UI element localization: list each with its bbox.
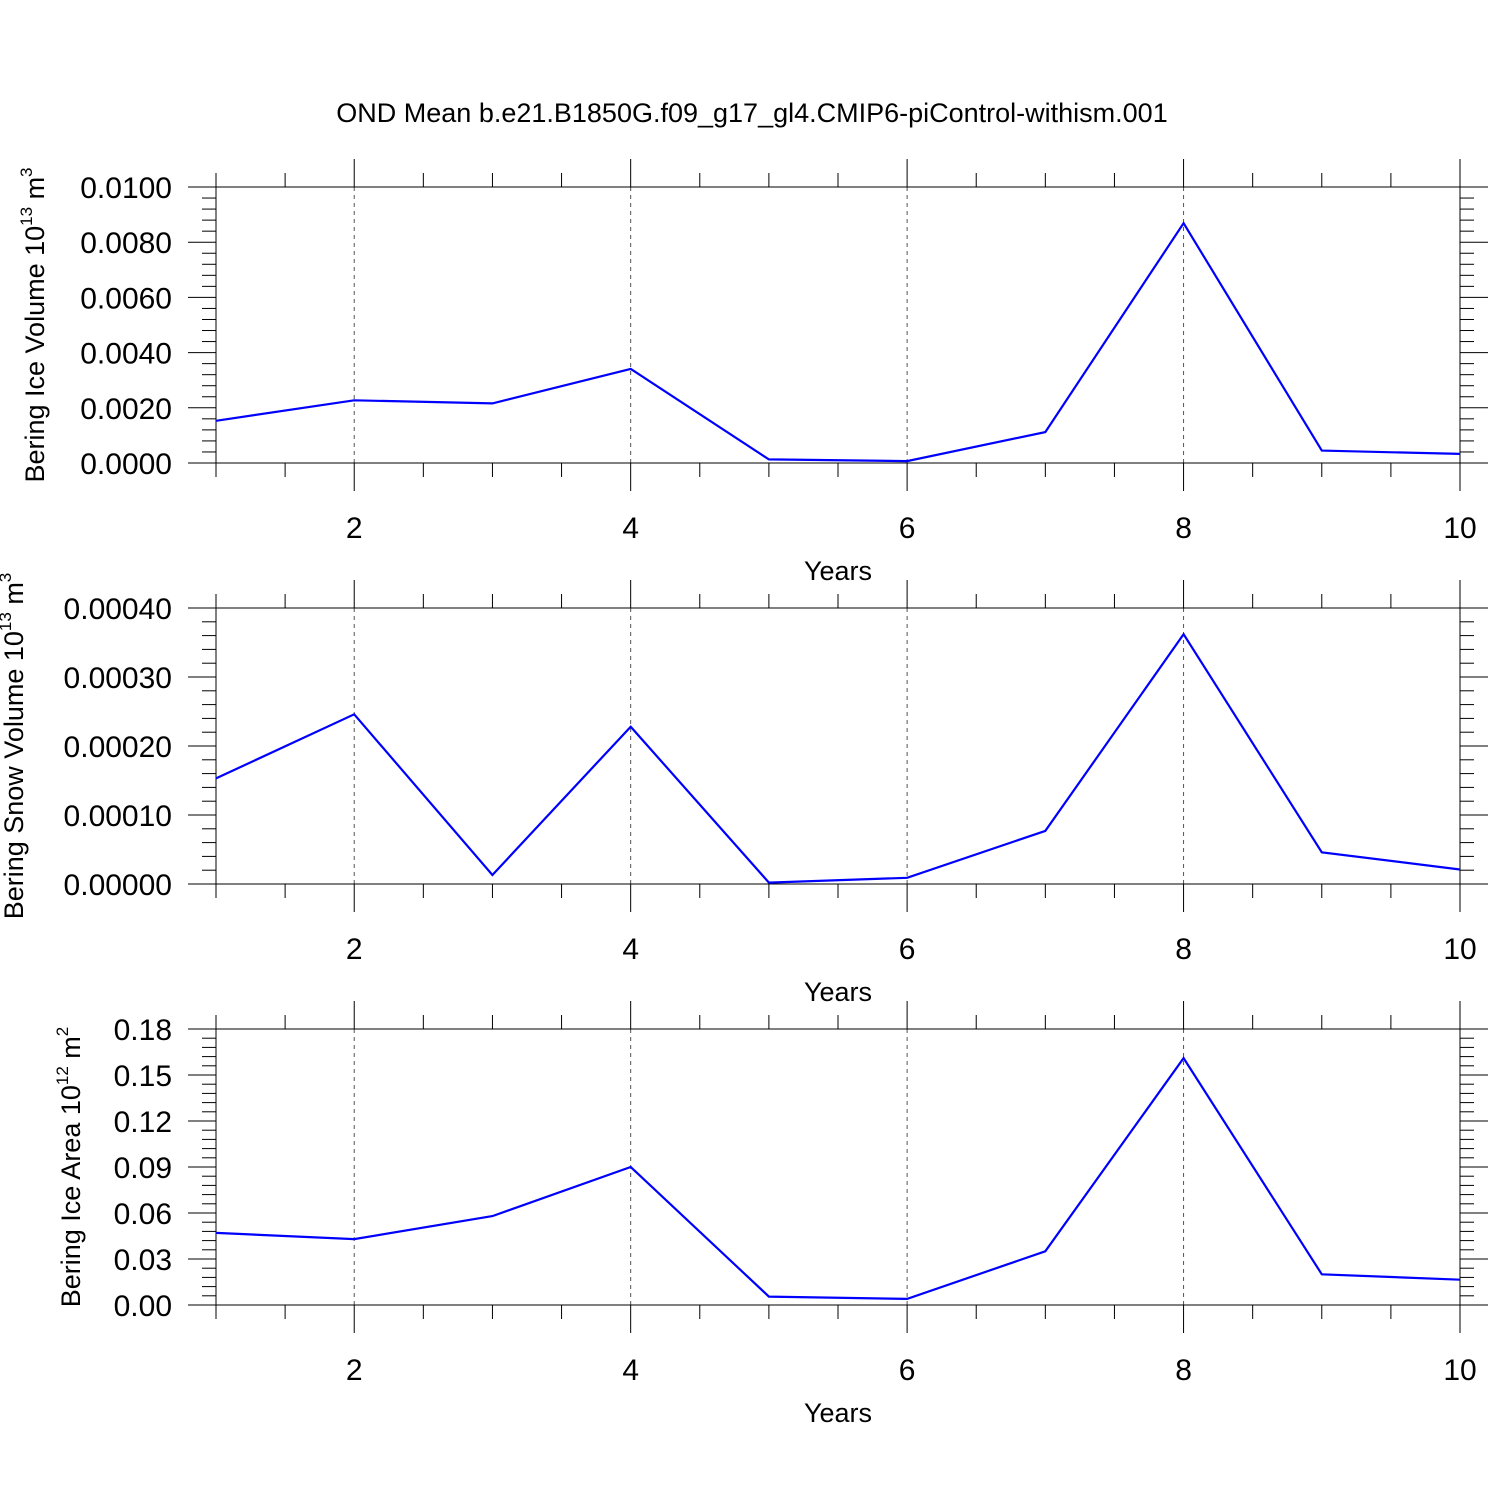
y-axis-label: Bering Ice Volume 1013 m3 xyxy=(17,167,50,482)
x-tick-label: 8 xyxy=(1175,933,1192,966)
y-axis-label-part: m xyxy=(0,582,29,612)
y-axis-label-superscript: 13 xyxy=(17,207,36,226)
y-tick-label: 0.18 xyxy=(114,1014,172,1047)
series-line xyxy=(215,1056,1461,1301)
y-axis-label-superscript: 2 xyxy=(53,1027,72,1036)
x-tick-label: 6 xyxy=(899,933,916,966)
y-tick-label: 0.15 xyxy=(114,1060,172,1093)
y-tick-label: 0.0020 xyxy=(80,393,172,426)
y-tick-label: 0.00000 xyxy=(64,869,172,902)
y-axis-label-part: m xyxy=(56,1036,86,1066)
series-line xyxy=(215,221,1461,463)
y-tick-label: 0.00030 xyxy=(64,662,172,695)
plot-frame xyxy=(215,1028,1461,1306)
y-axis-label-superscript: 3 xyxy=(0,573,15,582)
y-tick-label: 0.0080 xyxy=(80,227,172,260)
y-tick-label: 0.00020 xyxy=(64,731,172,764)
plot-frame xyxy=(215,607,1461,885)
series-line xyxy=(215,632,1461,884)
plot-frame xyxy=(215,186,1461,464)
y-tick-label: 0.0100 xyxy=(80,172,172,205)
y-tick-label: 0.0000 xyxy=(80,448,172,481)
y-tick-label: 0.03 xyxy=(114,1244,172,1277)
chart-panel-3: 0.00 0.03 0.06 0.09 0.12 0.15 0.18 2 4 6 8 10 Years B… xyxy=(53,1001,1488,1428)
y-axis-label-part: Bering Ice Area 10 xyxy=(56,1085,86,1307)
y-tick-label: 0.00040 xyxy=(64,593,172,626)
x-tick-label: 6 xyxy=(899,512,916,545)
y-axis-label-superscript: 3 xyxy=(17,167,36,176)
chart-title: OND Mean b.e21.B1850G.f09_g17_gl4.CMIP6-… xyxy=(336,98,1167,128)
y-axis-label: Bering Snow Volume 1013 m3 xyxy=(0,573,29,920)
y-tick-label: 0.12 xyxy=(114,1106,172,1139)
y-tick-label: 0.06 xyxy=(114,1198,172,1231)
x-axis-label: Years xyxy=(804,556,872,586)
x-tick-label: 4 xyxy=(622,1354,639,1387)
x-tick-label: 10 xyxy=(1443,1354,1476,1387)
chart-panels: 0.0000 0.0020 0.0040 0.0060 0.0080 0.0100 2 4 6 8… xyxy=(0,159,1488,1428)
x-tick-label: 4 xyxy=(622,933,639,966)
y-axis-label-part: Bering Snow Volume 10 xyxy=(0,631,29,919)
y-tick-label: 0.00010 xyxy=(64,800,172,833)
y-axis-label-part: m xyxy=(20,177,50,207)
y-tick-label: 0.0060 xyxy=(80,282,172,315)
y-tick-label: 0.0040 xyxy=(80,338,172,371)
y-axis-label-superscript: 13 xyxy=(0,612,15,631)
x-tick-label: 2 xyxy=(346,933,363,966)
y-axis-label: Bering Ice Area 1012 m2 xyxy=(53,1027,86,1308)
x-tick-label: 10 xyxy=(1443,933,1476,966)
chart-panel-2: 0.00000 0.00010 0.00020 0.00030 0.00040 2 4 6 8 1… xyxy=(0,573,1488,1007)
x-axis-label: Years xyxy=(804,1398,872,1428)
x-tick-label: 8 xyxy=(1175,1354,1192,1387)
x-tick-label: 6 xyxy=(899,1354,916,1387)
y-axis-label-part: Bering Ice Volume 10 xyxy=(20,226,50,483)
chart-panel-1: 0.0000 0.0020 0.0040 0.0060 0.0080 0.0100 2 4 6 8… xyxy=(17,159,1488,586)
x-tick-label: 2 xyxy=(346,1354,363,1387)
y-tick-label: 0.09 xyxy=(114,1152,172,1185)
y-tick-label: 0.00 xyxy=(114,1290,172,1323)
x-tick-label: 8 xyxy=(1175,512,1192,545)
x-axis-label: Years xyxy=(804,977,872,1007)
x-tick-label: 4 xyxy=(622,512,639,545)
x-tick-label: 10 xyxy=(1443,512,1476,545)
x-tick-label: 2 xyxy=(346,512,363,545)
y-axis-label-superscript: 12 xyxy=(53,1066,72,1085)
